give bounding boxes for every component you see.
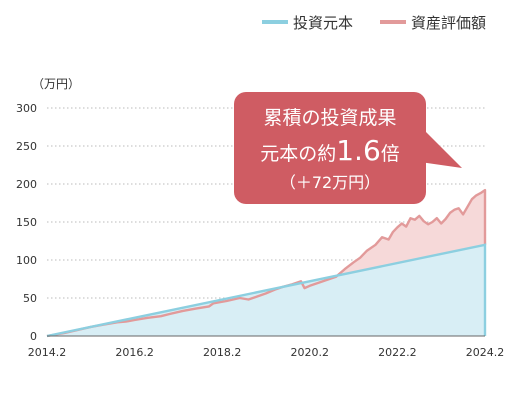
x-tick-label: 2020.2 — [291, 346, 330, 359]
y-tick-label: 0 — [30, 330, 37, 343]
y-axis-ticks: 0 50 100 150 200 250 300 — [16, 102, 37, 343]
y-tick-label: 150 — [16, 216, 37, 229]
x-tick-label: 2018.2 — [203, 346, 242, 359]
callout-line2: 元本の約1.6倍 — [260, 134, 400, 167]
x-tick-label: 2024.2 — [466, 346, 505, 359]
callout-line3: （＋72万円） — [280, 173, 380, 192]
legend-value-label: 資産評価額 — [411, 14, 486, 32]
y-tick-label: 50 — [23, 292, 37, 305]
callout-line2-suffix: 倍 — [381, 143, 400, 165]
callout: 累積の投資成果 元本の約1.6倍 （＋72万円） — [234, 92, 462, 204]
x-tick-label: 2016.2 — [115, 346, 154, 359]
y-tick-label: 200 — [16, 178, 37, 191]
callout-box — [234, 92, 426, 204]
x-tick-label: 2022.2 — [378, 346, 417, 359]
y-tick-label: 100 — [16, 254, 37, 267]
y-tick-label: 300 — [16, 102, 37, 115]
y-tick-label: 250 — [16, 140, 37, 153]
callout-pointer — [420, 126, 462, 168]
x-axis-ticks: 2014.2 2016.2 2018.2 2020.2 2022.2 2024.2 — [28, 346, 505, 359]
x-tick-label: 2014.2 — [28, 346, 67, 359]
legend: 投資元本 資産評価額 — [262, 14, 486, 32]
value-line — [46, 188, 487, 338]
legend-principal-label: 投資元本 — [293, 14, 353, 32]
callout-line2-prefix: 元本の約 — [260, 143, 336, 165]
series-layer — [46, 188, 487, 338]
principal-line — [46, 243, 487, 338]
callout-multiplier: 1.6 — [336, 134, 381, 167]
y-axis-unit-label: （万円） — [32, 77, 80, 91]
callout-line1: 累積の投資成果 — [263, 107, 396, 129]
